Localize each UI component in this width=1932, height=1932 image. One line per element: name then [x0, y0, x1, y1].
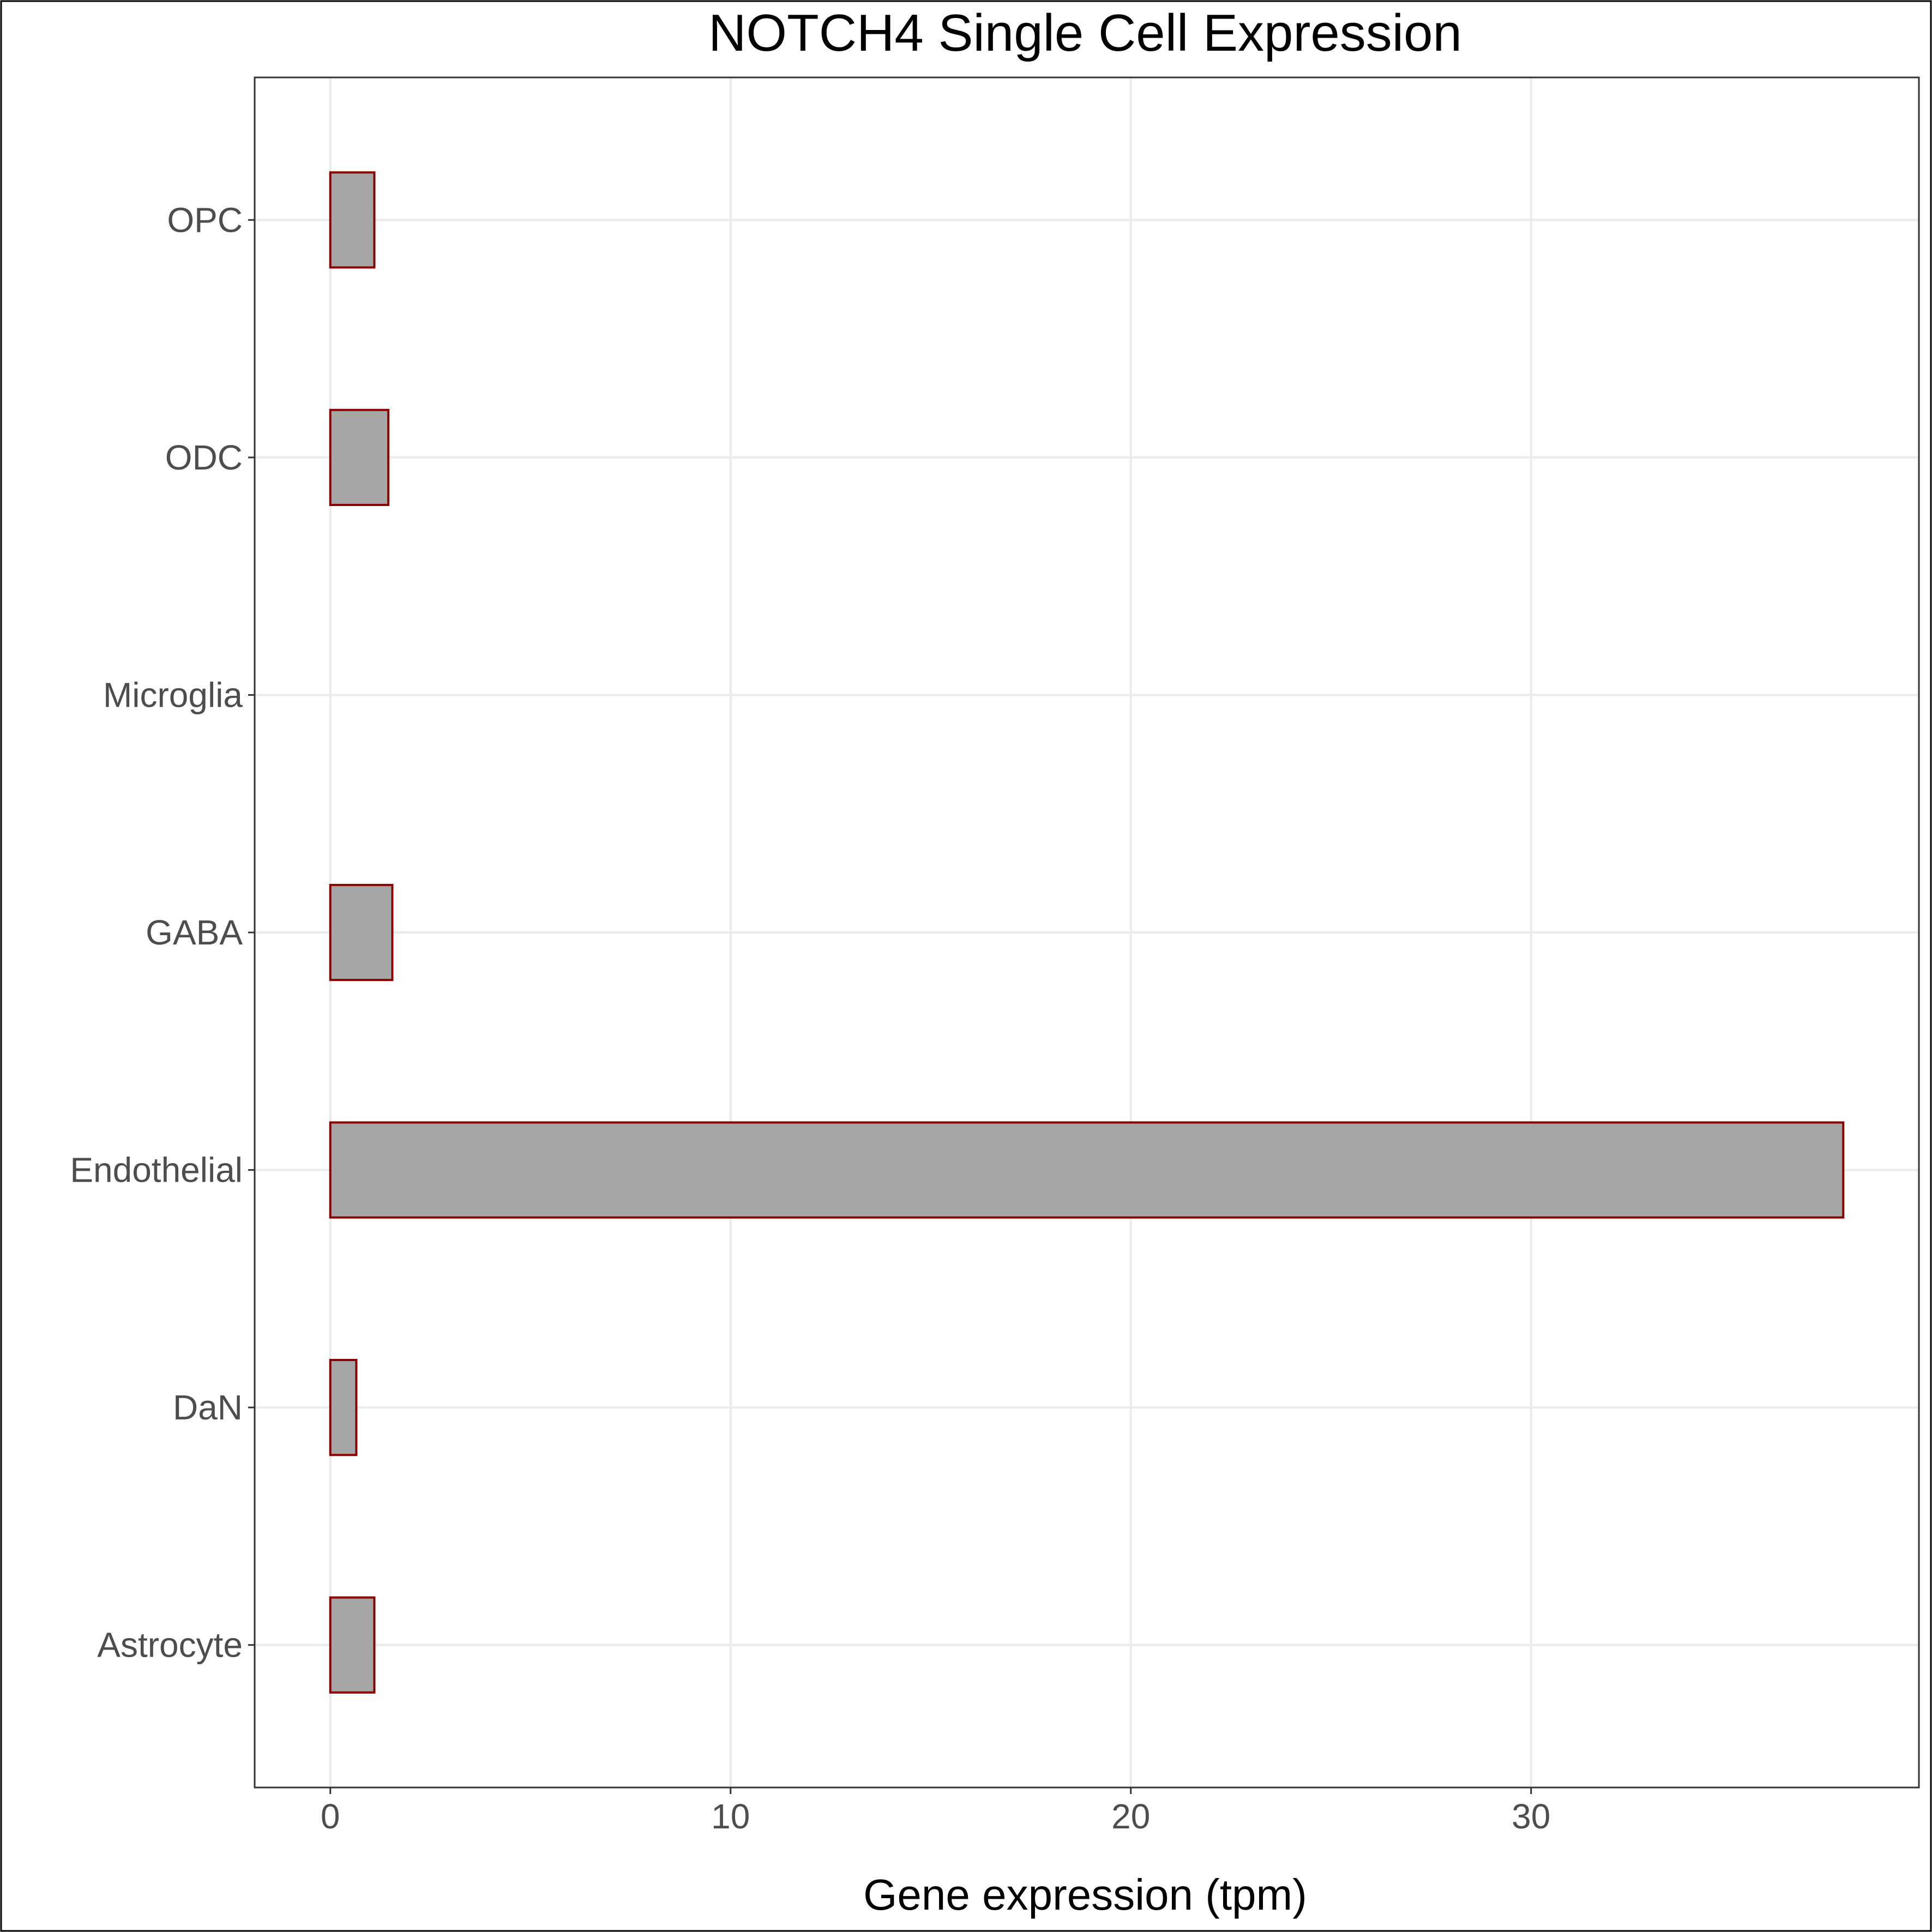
plot-panel	[254, 76, 1920, 1789]
y-tick-label: GABA	[146, 913, 243, 952]
y-tick-label: OPC	[167, 200, 243, 239]
y-axis-ticks: Astrocyte DaN Endothelial GABA Microglia ODC O…	[70, 200, 255, 1665]
x-tick-label: 0	[321, 1797, 340, 1836]
x-axis-label: Gene expression (tpm)	[863, 1870, 1307, 1919]
x-tick-label: 20	[1111, 1797, 1150, 1836]
bars	[329, 171, 1845, 1694]
bar-odc	[329, 408, 390, 506]
y-tick-label: Endothelial	[70, 1151, 243, 1190]
x-axis-ticks: 0 10 20 30	[321, 1787, 1550, 1836]
y-tick-label: Microglia	[103, 675, 243, 714]
x-tick-label: 10	[711, 1797, 750, 1836]
y-tick-label: DaN	[173, 1388, 243, 1427]
bar-astrocyte	[329, 1596, 376, 1694]
bar-endothelial	[329, 1121, 1845, 1219]
bar-opc	[329, 171, 376, 269]
bar-dan	[329, 1359, 358, 1456]
x-tick-label: 30	[1512, 1797, 1550, 1836]
y-tick-label: Astrocyte	[97, 1626, 243, 1665]
bar-gaba	[329, 883, 394, 982]
y-tick-label: ODC	[165, 438, 243, 477]
chart-title: NOTCH4 Single Cell Expression	[708, 4, 1462, 62]
